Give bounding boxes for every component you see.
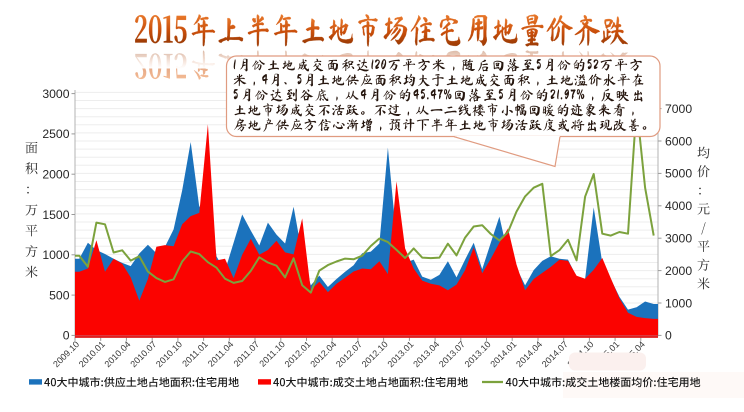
svg-text:0: 0 — [63, 329, 70, 343]
svg-text:3000: 3000 — [42, 87, 69, 101]
svg-text:0: 0 — [665, 329, 672, 343]
svg-text:5000: 5000 — [665, 167, 692, 181]
svg-text:4000: 4000 — [665, 199, 692, 213]
svg-text:2000: 2000 — [665, 264, 692, 278]
svg-text:2000: 2000 — [42, 168, 69, 182]
svg-text:1500: 1500 — [42, 208, 69, 222]
svg-text:3000: 3000 — [665, 232, 692, 246]
svg-text:7000: 7000 — [665, 102, 692, 116]
svg-text:1000: 1000 — [42, 248, 69, 262]
svg-text:2500: 2500 — [42, 127, 69, 141]
svg-text:500: 500 — [49, 288, 70, 302]
svg-text:1000: 1000 — [665, 296, 692, 310]
svg-text:6000: 6000 — [665, 134, 692, 148]
